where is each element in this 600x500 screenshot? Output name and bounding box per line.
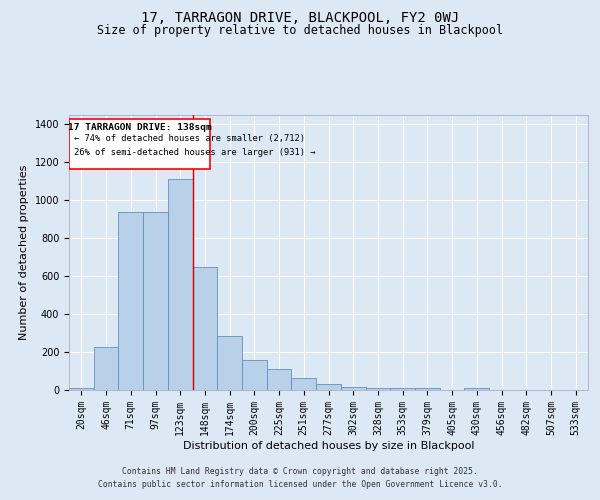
Bar <box>415 388 440 390</box>
Bar <box>341 387 365 390</box>
Text: 26% of semi-detached houses are larger (931) →: 26% of semi-detached houses are larger (… <box>74 148 316 157</box>
Text: Size of property relative to detached houses in Blackpool: Size of property relative to detached ho… <box>97 24 503 37</box>
Bar <box>242 360 267 390</box>
Bar <box>118 212 143 390</box>
Bar <box>390 388 415 390</box>
Y-axis label: Number of detached properties: Number of detached properties <box>19 165 29 340</box>
Bar <box>193 266 217 390</box>
Text: Contains public sector information licensed under the Open Government Licence v3: Contains public sector information licen… <box>98 480 502 489</box>
Bar <box>267 369 292 390</box>
Bar <box>217 336 242 390</box>
Bar <box>70 119 210 169</box>
X-axis label: Distribution of detached houses by size in Blackpool: Distribution of detached houses by size … <box>183 440 474 450</box>
Text: Contains HM Land Registry data © Crown copyright and database right 2025.: Contains HM Land Registry data © Crown c… <box>122 467 478 476</box>
Bar <box>292 378 316 390</box>
Text: 17 TARRAGON DRIVE: 138sqm: 17 TARRAGON DRIVE: 138sqm <box>68 123 212 132</box>
Bar <box>143 212 168 390</box>
Bar <box>94 348 118 390</box>
Bar <box>69 388 94 390</box>
Bar <box>365 388 390 390</box>
Bar <box>316 384 341 390</box>
Bar <box>168 180 193 390</box>
Bar <box>464 388 489 390</box>
Text: 17, TARRAGON DRIVE, BLACKPOOL, FY2 0WJ: 17, TARRAGON DRIVE, BLACKPOOL, FY2 0WJ <box>141 11 459 25</box>
Text: ← 74% of detached houses are smaller (2,712): ← 74% of detached houses are smaller (2,… <box>74 134 305 143</box>
